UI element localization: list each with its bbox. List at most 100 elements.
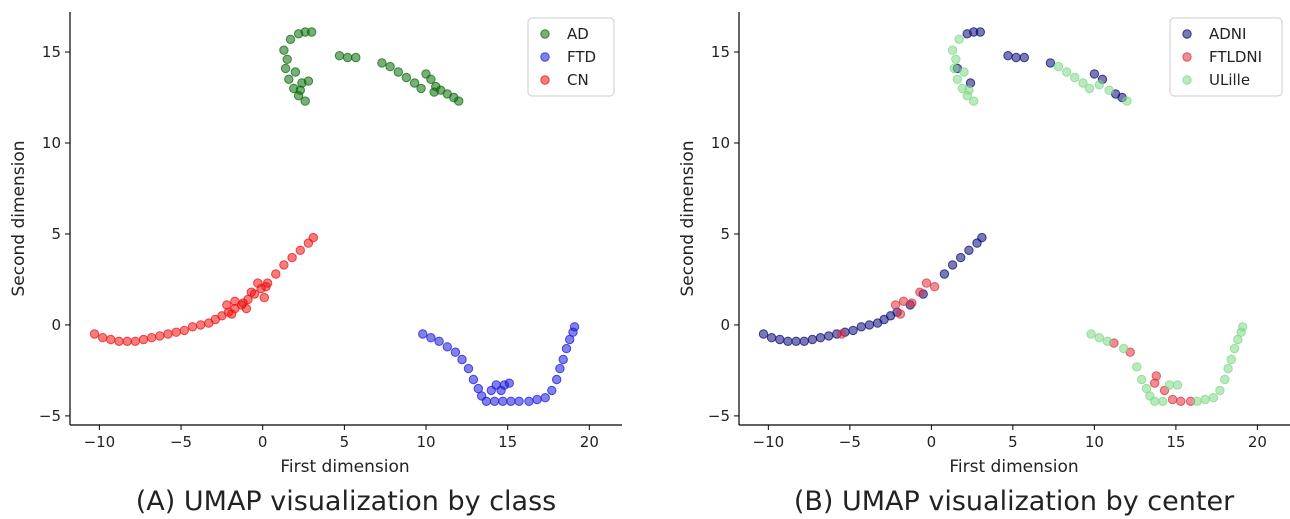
point-cn-25 [279,260,289,270]
point-adni-13 [864,320,875,330]
point-cn-2 [106,334,116,345]
point-ftd-30 [496,385,506,396]
point-ftd-7 [468,374,479,385]
point-ad-22 [409,78,420,88]
point-adni-20 [939,269,950,279]
point-ftldni-2 [907,298,917,308]
x-tick-label: 10 [1085,433,1104,451]
y-axis-label: Second dimension [9,140,29,296]
point-ad-7 [285,34,296,44]
legend-marker-cn [540,75,550,85]
point-ulille-13 [1078,78,1088,88]
point-ftd-18 [547,385,557,396]
point-ad-19 [385,61,395,72]
legend-marker-ad [540,29,550,39]
point-ulille-29 [1200,394,1210,405]
y-axis-label: Second dimension [678,140,698,296]
point-ftd-3 [442,342,452,352]
legend: ADNI FTLDNI ULille [1169,17,1283,97]
y-tick-label: −5 [39,407,61,425]
point-ulille-15 [1094,80,1105,90]
y-tick-label: 0 [51,316,61,334]
point-ulille-39 [1164,380,1175,390]
point-cn-36 [227,309,237,319]
point-ad-14 [295,85,305,95]
point-ad-15 [334,51,345,61]
point-ad-2 [280,63,291,74]
x-axis-label: First dimension [280,457,409,477]
x-tick-label: 5 [340,433,350,451]
point-adni-3 [783,336,793,346]
point-adni-11 [848,325,858,336]
point-ftd-14 [514,396,524,406]
point-ulille-30 [1208,393,1219,403]
point-adni-4 [791,336,801,346]
point-adni-31 [1003,51,1013,61]
point-ad-21 [401,72,412,83]
x-tick-label: 20 [580,433,599,451]
point-ftd-29 [486,385,496,396]
point-ftd-1 [426,333,436,343]
point-ad-10 [307,27,317,37]
panel-caption: (A) UMAP visualization by class [136,486,556,517]
point-ad-25 [426,74,436,85]
legend-box [527,17,615,97]
point-ftd-25 [569,322,580,332]
y-tick-label: 5 [51,225,61,243]
point-adni-12 [856,322,866,332]
legend-label-ulille: ULille [1209,71,1250,89]
point-ulille-9 [964,85,974,95]
point-ad-17 [351,52,361,63]
legend-marker-ftldni [1182,52,1192,62]
point-cn-29 [308,232,318,243]
point-adni-28 [975,27,985,37]
x-tick-label: 10 [416,433,435,451]
point-adni-35 [1089,69,1100,79]
legend-marker-adni [1182,29,1192,39]
point-ftd-17 [540,393,550,403]
point-ulille-34 [1226,354,1237,365]
x-tick-label: 0 [927,433,937,451]
point-adni-7 [815,333,826,343]
point-cn-10 [171,327,181,337]
point-ftldni-13 [1176,396,1186,406]
x-tick-label: −10 [84,433,116,451]
point-ftldni-12 [1167,394,1178,405]
panel-caption: (B) UMAP visualization by center [794,486,1235,517]
point-cn-35 [261,282,271,292]
point-cn-31 [230,296,240,306]
point-ftldni-3 [915,287,925,297]
point-ftd-0 [418,329,428,339]
point-ulille-19 [1094,333,1105,343]
point-ulille-28 [1192,396,1202,406]
legend-label-ad: AD [567,25,589,43]
point-adni-33 [1019,52,1030,63]
point-ulille-6 [969,96,979,106]
point-ftd-10 [481,396,492,406]
point-ulille-8 [959,67,969,77]
point-ad-0 [279,45,289,55]
point-ftd-19 [552,374,562,385]
point-cn-26 [287,252,297,263]
point-adni-0 [758,329,769,339]
x-tick-label: 0 [258,433,268,451]
point-ftd-20 [555,363,565,374]
point-ftd-2 [434,336,444,346]
legend-marker-ulille [1182,75,1192,85]
legend-marker-ftd [540,52,550,62]
legend-label-ftldni: FTLDNI [1209,48,1262,66]
point-ulille-10 [1053,61,1064,72]
point-cn-3 [114,336,124,346]
point-ulille-33 [1223,363,1233,374]
point-ulille-12 [1070,72,1080,83]
point-ulille-22 [1132,362,1142,372]
point-ad-30 [454,96,464,106]
point-ftd-22 [561,343,572,354]
x-tick-label: −5 [170,433,192,451]
point-ftd-15 [524,396,534,406]
y-tick-label: 15 [42,43,61,61]
point-cn-27 [295,245,305,256]
point-ad-18 [377,58,387,68]
